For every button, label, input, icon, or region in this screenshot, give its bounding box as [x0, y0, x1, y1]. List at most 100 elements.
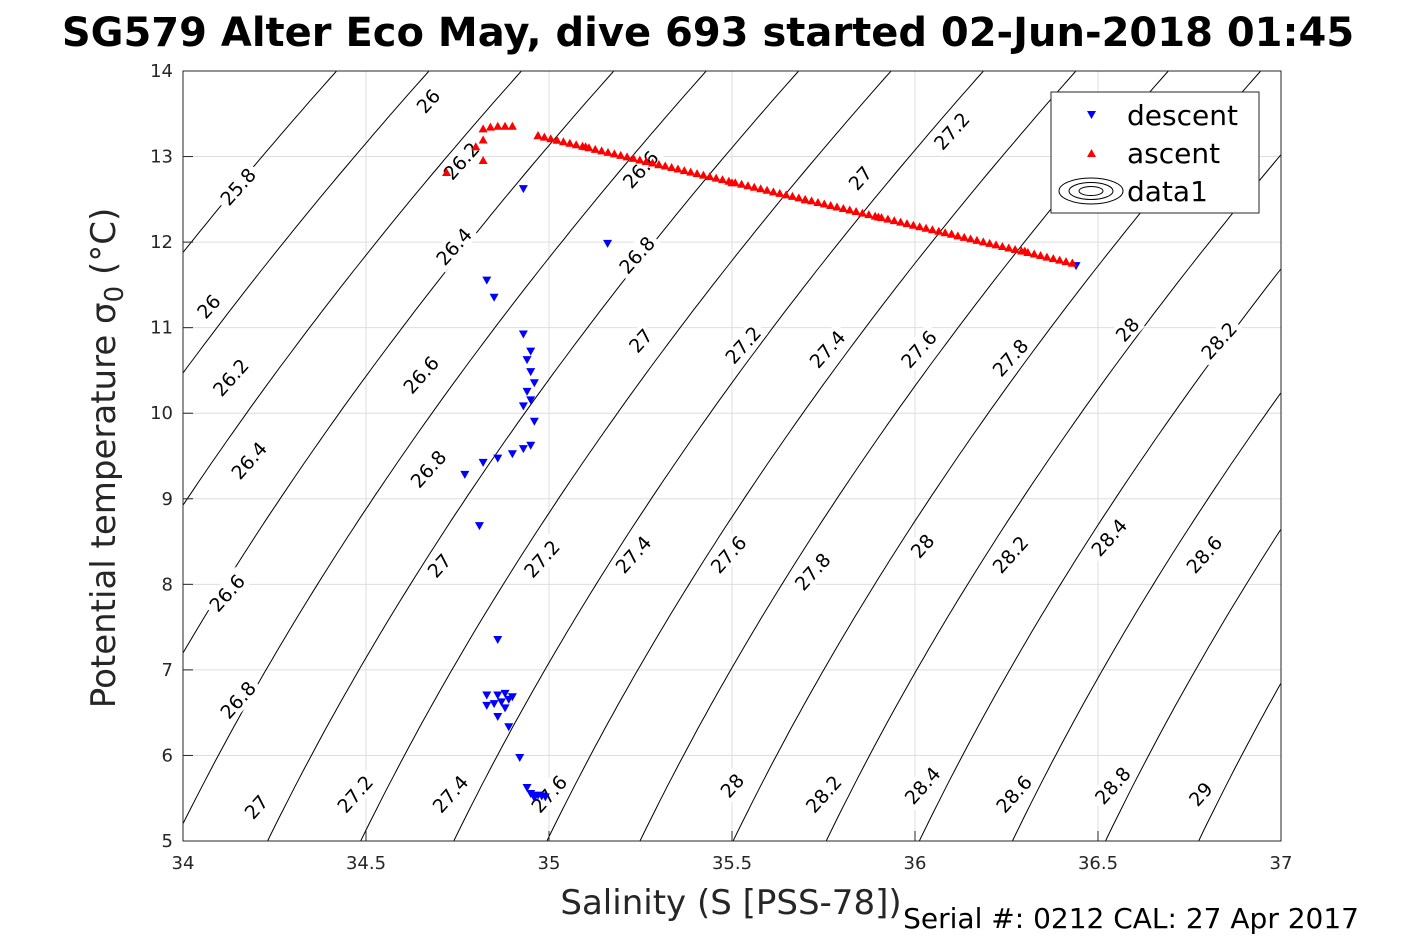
x-tick-label: 37 [1270, 853, 1293, 874]
ascent-point [603, 147, 613, 156]
descent-point [603, 239, 613, 248]
descent-point [500, 689, 510, 698]
ascent-point [857, 208, 867, 217]
ascent-point [724, 176, 734, 185]
legend-ascent-marker [1087, 149, 1096, 157]
ascent-point [616, 150, 626, 159]
ascent-point [889, 216, 899, 225]
x-tick-label: 34 [172, 853, 195, 874]
density-contour-line [1198, 682, 1281, 841]
descent-point [529, 379, 539, 388]
contour-label-background [1179, 528, 1230, 581]
descent-point [526, 368, 536, 377]
ascent-point [485, 122, 495, 131]
ascent-point [927, 225, 937, 234]
legend-box [1050, 91, 1260, 214]
density-contour-line [1104, 528, 1281, 841]
ascent-point [478, 124, 488, 133]
contour-label-background [1193, 314, 1244, 367]
ascent-point [478, 135, 488, 144]
ascent-point [813, 197, 823, 206]
ascent-point [819, 199, 829, 208]
ascent-point [985, 238, 995, 247]
ascent-point [679, 166, 689, 175]
ascent-point [698, 170, 708, 179]
ascent-point [851, 207, 861, 216]
descent-point [540, 793, 550, 802]
y-axis-label: Potential temperature σ0 (°C) [84, 208, 130, 708]
x-tick-label: 35.5 [712, 853, 752, 874]
legend: descent ascent data1 [1050, 91, 1260, 214]
contour-label-background [985, 528, 1036, 581]
contour-label-background [238, 789, 274, 825]
contour-label-background [1087, 759, 1138, 812]
ascent-point [915, 222, 925, 231]
ascent-point [934, 226, 944, 235]
ascent-point [597, 146, 607, 155]
descent-point [482, 691, 492, 700]
ascent-point [686, 167, 696, 176]
density-contour-labels: 25.8262626.226.226.426.426.626.626.626.8… [191, 83, 1244, 825]
ascent-point [667, 163, 677, 172]
ascent-point [966, 234, 976, 243]
ascent-point [705, 172, 715, 181]
ascent-point [730, 178, 740, 187]
ascent-point [500, 121, 510, 130]
ascent-point [826, 200, 836, 209]
y-tick-label: 9 [162, 489, 173, 510]
ascent-point [1036, 251, 1046, 260]
contour-label-background [622, 322, 659, 359]
ascent-point [775, 188, 785, 197]
contour-label-background [611, 228, 662, 281]
legend-ascent-label: ascent [1127, 137, 1220, 170]
y-tick-label: 11 [150, 318, 173, 339]
descent-point [493, 635, 503, 644]
ascent-point [991, 240, 1001, 249]
contour-label-background [985, 331, 1036, 384]
contour-label-background [516, 532, 567, 585]
y-tick-label: 5 [162, 831, 173, 852]
contour-label-background [608, 528, 659, 581]
ascent-point [768, 187, 778, 196]
contour-label-background [988, 767, 1039, 820]
y-tick-label: 12 [150, 232, 173, 253]
ascent-point [737, 179, 747, 188]
ascent-point [711, 173, 721, 182]
ascent-point [1010, 244, 1020, 253]
ascent-point [1023, 248, 1033, 257]
density-contour-line [183, 71, 615, 654]
contour-label-background [425, 767, 476, 820]
x-axis-ticks: 34 34.5 35 35.5 36 36.5 37 [172, 831, 1293, 874]
ascent-point [947, 229, 957, 238]
descent-point [489, 293, 499, 302]
descent-point [489, 700, 499, 709]
descent-point [460, 470, 470, 479]
density-contour-line [546, 71, 1077, 841]
descent-point [478, 458, 488, 467]
ascent-point [940, 228, 950, 237]
descent-point [474, 522, 484, 531]
contour-label-background [897, 759, 948, 812]
contour-label-background [212, 160, 263, 213]
ascent-point [590, 144, 600, 153]
x-tick-label: 34.5 [346, 853, 386, 874]
descent-point [507, 450, 517, 459]
density-contour-line [1011, 391, 1281, 841]
ascent-point [787, 191, 797, 200]
ascent-point [533, 131, 543, 140]
legend-descent-label: descent [1127, 99, 1238, 132]
legend-descent-marker [1087, 111, 1096, 119]
ascent-point [578, 141, 588, 150]
descent-point [526, 347, 536, 356]
ascent-point [539, 132, 549, 141]
contour-label-background [787, 545, 838, 598]
contour-label-background [1182, 776, 1219, 812]
contour-label-background [212, 673, 263, 726]
density-contour-line [183, 71, 430, 374]
descent-point [518, 330, 528, 339]
ascent-point [800, 194, 810, 203]
ascent-point [478, 155, 488, 164]
density-contour-line [183, 71, 707, 825]
ascent-point [902, 219, 912, 228]
y-axis-ticks: 5 6 7 8 9 10 11 12 13 14 [150, 61, 193, 852]
